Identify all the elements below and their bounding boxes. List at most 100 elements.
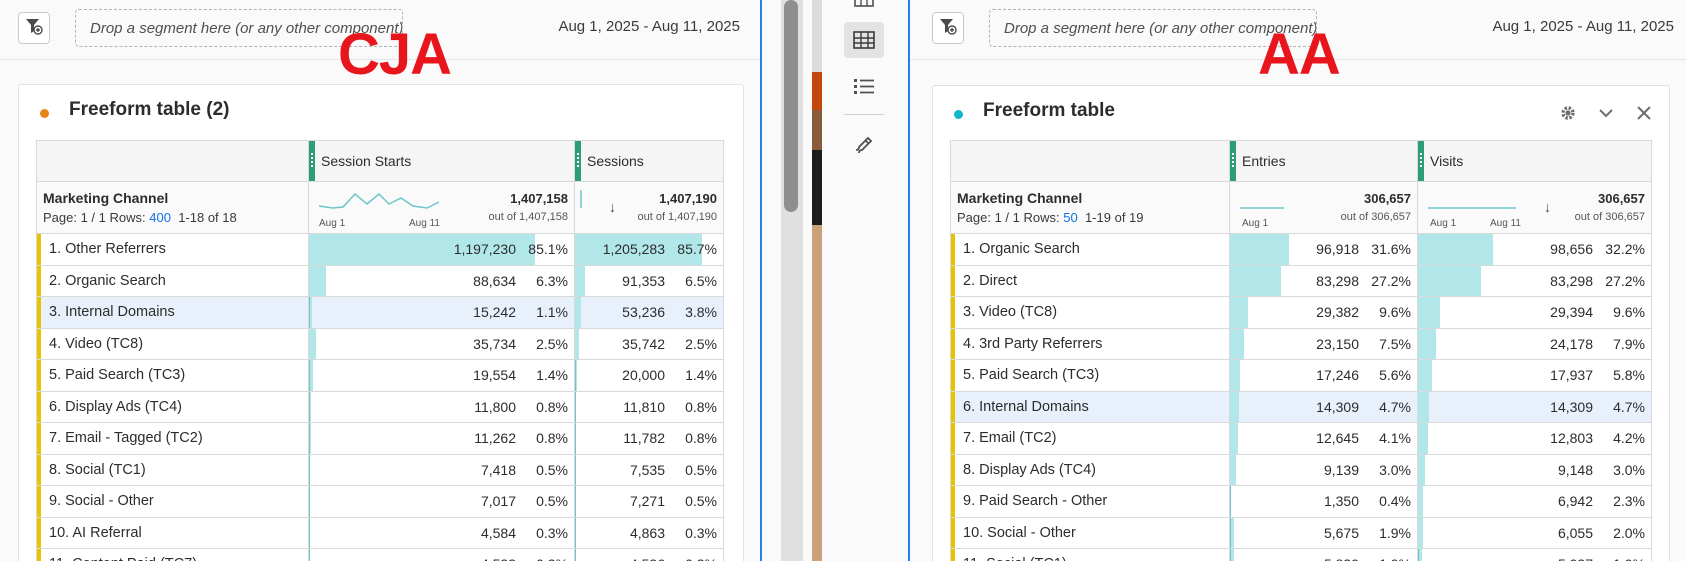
dimension-title[interactable]: Marketing Channel xyxy=(43,190,169,206)
dimension-item[interactable]: 3. Internal Domains xyxy=(36,296,309,329)
metric-header-entries[interactable]: Entries xyxy=(1229,140,1418,182)
metric-cell[interactable]: 83,298 27.2% xyxy=(1417,264,1652,297)
metric-header-sessions[interactable]: Sessions xyxy=(574,140,724,182)
segment-drop-zone[interactable]: Drop a segment here (or any other compon… xyxy=(75,9,403,47)
segment-filter-button[interactable] xyxy=(18,12,50,44)
drag-handle-icon[interactable] xyxy=(1230,141,1236,181)
metric-header-session-starts[interactable]: Session Starts xyxy=(308,140,575,182)
metric-cell[interactable]: 1,205,283 85.7% xyxy=(574,233,724,266)
metric-cell[interactable]: 9,148 3.0% xyxy=(1417,453,1652,486)
dimension-item[interactable]: 4. 3rd Party Referrers xyxy=(950,327,1230,360)
dimension-item[interactable]: 7. Email (TC2) xyxy=(950,422,1230,455)
table-row[interactable]: 3. Internal Domains 15,242 1.1% 53,236 3.8% xyxy=(36,296,724,329)
metric-cell[interactable]: 19,554 1.4% xyxy=(308,359,575,392)
metric-cell[interactable]: 15,242 1.1% xyxy=(308,296,575,329)
table-row[interactable]: 5. Paid Search (TC3) 17,246 5.6% 17,937 5.8% xyxy=(950,359,1652,392)
panel-title[interactable]: Freeform table xyxy=(983,100,1115,121)
dimension-item[interactable]: 8. Social (TC1) xyxy=(36,453,309,486)
rows-per-page-select[interactable]: 400 xyxy=(149,210,171,225)
metric-cell[interactable]: 5,937 1.9% xyxy=(1417,548,1652,561)
dimension-item[interactable]: 9. Paid Search - Other xyxy=(950,485,1230,518)
metric-cell[interactable]: 29,382 9.6% xyxy=(1229,296,1418,329)
date-range-label[interactable]: Aug 1, 2025 - Aug 11, 2025 xyxy=(1492,18,1674,35)
dimension-item[interactable]: 9. Social - Other xyxy=(36,485,309,518)
table-row[interactable]: 10. AI Referral 4,584 0.3% 4,863 0.3% xyxy=(36,516,724,549)
metric-cell[interactable]: 20,000 1.4% xyxy=(574,359,724,392)
metric-cell[interactable]: 7,535 0.5% xyxy=(574,453,724,486)
metric-cell[interactable]: 1,350 0.4% xyxy=(1229,485,1418,518)
metric-cell[interactable]: 11,800 0.8% xyxy=(308,390,575,423)
metric-cell[interactable]: 1,197,230 85.1% xyxy=(308,233,575,266)
table-row[interactable]: 2. Organic Search 88,634 6.3% 91,353 6.5% xyxy=(36,264,724,297)
dimension-item[interactable]: 2. Direct xyxy=(950,264,1230,297)
dimension-item[interactable]: 8. Display Ads (TC4) xyxy=(950,453,1230,486)
dimension-item[interactable]: 1. Other Referrers xyxy=(36,233,309,266)
table-row[interactable]: 5. Paid Search (TC3) 19,554 1.4% 20,000 1.4% xyxy=(36,359,724,392)
metric-cell[interactable]: 6,942 2.3% xyxy=(1417,485,1652,518)
list-icon[interactable] xyxy=(844,68,884,104)
dimension-item[interactable]: 1. Organic Search xyxy=(950,233,1230,266)
dimension-item[interactable]: 5. Paid Search (TC3) xyxy=(36,359,309,392)
dimension-title[interactable]: Marketing Channel xyxy=(957,190,1083,206)
metric-cell[interactable]: 9,139 3.0% xyxy=(1229,453,1418,486)
drag-handle-icon[interactable] xyxy=(309,141,315,181)
drag-handle-icon[interactable] xyxy=(1418,141,1424,181)
metric-cell[interactable]: 7,418 0.5% xyxy=(308,453,575,486)
segment-drop-zone[interactable]: Drop a segment here (or any other compon… xyxy=(989,9,1317,47)
segment-filter-button[interactable] xyxy=(932,12,964,44)
metric-cell[interactable]: 17,937 5.8% xyxy=(1417,359,1652,392)
metric-cell[interactable]: 4,584 0.3% xyxy=(308,516,575,549)
metric-cell[interactable]: 35,742 2.5% xyxy=(574,327,724,360)
metric-cell[interactable]: 11,782 0.8% xyxy=(574,422,724,455)
drag-handle-icon[interactable] xyxy=(575,141,581,181)
table-row[interactable]: 1. Other Referrers 1,197,230 85.1% 1,205,28… xyxy=(36,233,724,266)
dimension-item[interactable]: 3. Video (TC8) xyxy=(950,296,1230,329)
metric-cell[interactable]: 91,353 6.5% xyxy=(574,264,724,297)
dimension-item[interactable]: 10. AI Referral xyxy=(36,516,309,549)
metric-cell[interactable]: 6,055 2.0% xyxy=(1417,516,1652,549)
metric-cell[interactable]: 14,309 4.7% xyxy=(1229,390,1418,423)
dimension-item[interactable]: 2. Organic Search xyxy=(36,264,309,297)
metric-cell[interactable]: 35,734 2.5% xyxy=(308,327,575,360)
metric-cell[interactable]: 7,017 0.5% xyxy=(308,485,575,518)
table-row[interactable]: 8. Social (TC1) 7,418 0.5% 7,535 0.5% xyxy=(36,453,724,486)
table-row[interactable]: 11. Content Paid (TC7) 4,533 0.3% 4,536 0.3% xyxy=(36,548,724,561)
date-range-label[interactable]: Aug 1, 2025 - Aug 11, 2025 xyxy=(558,18,740,35)
panel-title[interactable]: Freeform table (2) xyxy=(69,99,230,120)
metric-cell[interactable]: 7,271 0.5% xyxy=(574,485,724,518)
table-row[interactable]: 6. Internal Domains 14,309 4.7% 14,309 4.7% xyxy=(950,390,1652,423)
table-row[interactable]: 2. Direct 83,298 27.2% 83,298 27.2% xyxy=(950,264,1652,297)
table-row[interactable]: 11. Social (TC1) 5,839 1.9% 5,937 1.9% xyxy=(950,548,1652,561)
metric-cell[interactable]: 4,533 0.3% xyxy=(308,548,575,561)
metric-cell[interactable]: 12,645 4.1% xyxy=(1229,422,1418,455)
table-row[interactable]: 10. Social - Other 5,675 1.9% 6,055 2.0% xyxy=(950,516,1652,549)
metric-cell[interactable]: 98,656 32.2% xyxy=(1417,233,1652,266)
metric-cell[interactable]: 4,536 0.3% xyxy=(574,548,724,561)
table-row[interactable]: 7. Email (TC2) 12,645 4.1% 12,803 4.2% xyxy=(950,422,1652,455)
metric-cell[interactable]: 88,634 6.3% xyxy=(308,264,575,297)
table-row[interactable]: 9. Paid Search - Other 1,350 0.4% 6,942 2.3% xyxy=(950,485,1652,518)
dimension-item[interactable]: 11. Social (TC1) xyxy=(950,548,1230,561)
metric-cell[interactable]: 14,309 4.7% xyxy=(1417,390,1652,423)
table-row[interactable]: 6. Display Ads (TC4) 11,800 0.8% 11,810 0.8% xyxy=(36,390,724,423)
metric-header-visits[interactable]: Visits xyxy=(1417,140,1652,182)
metric-cell[interactable]: 5,839 1.9% xyxy=(1229,548,1418,561)
metric-cell[interactable]: 83,298 27.2% xyxy=(1229,264,1418,297)
table-row[interactable]: 3. Video (TC8) 29,382 9.6% 29,394 9.6% xyxy=(950,296,1652,329)
chevron-down-icon[interactable] xyxy=(1595,102,1617,124)
table-row[interactable]: 8. Display Ads (TC4) 9,139 3.0% 9,148 3.0% xyxy=(950,453,1652,486)
table-top-icon[interactable] xyxy=(844,0,884,18)
table-row[interactable]: 4. Video (TC8) 35,734 2.5% 35,742 2.5% xyxy=(36,327,724,360)
paint-brush-icon[interactable] xyxy=(844,126,884,162)
table-row[interactable]: 9. Social - Other 7,017 0.5% 7,271 0.5% xyxy=(36,485,724,518)
dimension-item[interactable]: 10. Social - Other xyxy=(950,516,1230,549)
sort-descending-icon[interactable]: ↓ xyxy=(609,199,616,215)
metric-cell[interactable]: 4,863 0.3% xyxy=(574,516,724,549)
gear-icon[interactable] xyxy=(1557,102,1579,124)
dimension-item[interactable]: 6. Display Ads (TC4) xyxy=(36,390,309,423)
metric-cell[interactable]: 17,246 5.6% xyxy=(1229,359,1418,392)
sort-descending-icon[interactable]: ↓ xyxy=(1544,199,1551,215)
metric-cell[interactable]: 29,394 9.6% xyxy=(1417,296,1652,329)
close-icon[interactable] xyxy=(1633,102,1655,124)
scrollbar-thumb[interactable] xyxy=(784,0,798,212)
